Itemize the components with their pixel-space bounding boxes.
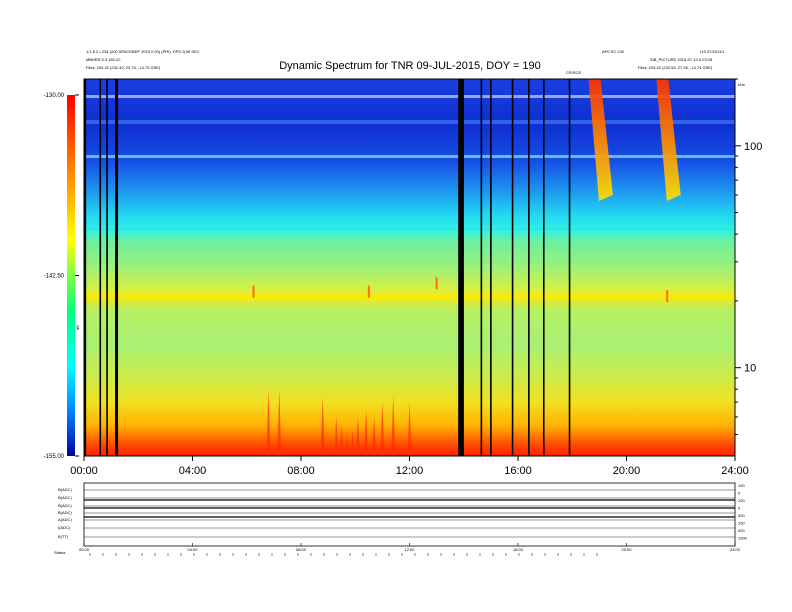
- data-gap: [84, 79, 87, 456]
- radio-burst: [588, 79, 613, 202]
- data-gaps: [84, 79, 571, 456]
- activity-spike: [380, 402, 385, 456]
- header-right-line1: AP0 SC 240: [602, 49, 625, 54]
- activity-spike: [372, 416, 377, 456]
- lower-row-label: I(ADC): [58, 525, 71, 530]
- x-tick-label: 04:00: [179, 465, 207, 477]
- spectrogram: [83, 78, 736, 457]
- lower-right-tick: 100: [738, 483, 745, 488]
- lower-panel-rows: B(ADC) B(ADC) B(ADC) B(ADC) A(ADC) I(ADC) B(TT…: [58, 483, 748, 541]
- chart-title: Dynamic Spectrum for TNR 09-JUL-2015, DO…: [279, 60, 541, 72]
- lower-row-label: B(ADC): [58, 510, 72, 515]
- data-gap: [511, 79, 514, 456]
- lower-row-label: B(TT): [58, 534, 69, 539]
- lower-right-tick: 100: [738, 498, 745, 503]
- x-tick-label: 20:00: [613, 465, 641, 477]
- unit-label: kHz: [738, 82, 745, 87]
- x-axis: 00:00 04:00 08:00 12:00 16:00 20:00 24:00: [70, 456, 749, 477]
- activity-tufts: [252, 277, 669, 456]
- band-line: [84, 305, 735, 308]
- lower-row-label: B(ADC): [58, 495, 72, 500]
- lower-x-tick-label: 24:00: [730, 547, 741, 552]
- header-right-line2: LIS 07/2011/1: [700, 49, 725, 54]
- status-marks: [89, 553, 598, 556]
- data-gap: [528, 79, 530, 456]
- activity-spike: [364, 409, 369, 456]
- x-tick-label: 24:00: [721, 465, 749, 477]
- data-gap: [490, 79, 492, 456]
- spectrum-background: [84, 79, 735, 456]
- colorbar-tick-label: -130.00: [44, 93, 65, 99]
- activity-spike: [355, 416, 360, 456]
- data-gap: [115, 79, 119, 456]
- x-tick-label: 08:00: [287, 465, 315, 477]
- x-tick-label: 16:00: [504, 465, 532, 477]
- activity-spike: [277, 389, 282, 456]
- activity-spike: [407, 402, 412, 456]
- lower-x-tick-label: 00:00: [79, 547, 90, 552]
- lower-row-label: B(ADC): [58, 487, 72, 492]
- y-tick-label: 100: [744, 141, 762, 153]
- lower-right-tick: 0: [738, 491, 741, 496]
- data-gap: [458, 79, 462, 456]
- y-tick-label: 10: [744, 363, 756, 375]
- activity-spike: [345, 434, 350, 456]
- status-label: Status: [54, 550, 65, 555]
- colorbar-label: dB: [75, 325, 80, 330]
- marker-label: CR/SCE: [566, 70, 581, 75]
- lower-right-tick: 1000: [738, 536, 748, 541]
- header-right-line3: SIB_PICTURE 2015-07-10 0:23:28: [650, 57, 713, 62]
- lower-row-label: B(ADC): [58, 503, 72, 508]
- colorbar-tick-label: -155.00: [44, 454, 65, 460]
- activity-spike: [350, 430, 355, 456]
- band-line: [84, 228, 735, 230]
- activity-spike: [339, 425, 344, 456]
- header-left-line1: 1:1 8.2 • 234 (200 SPACEBEP 2023 0 00) (…: [86, 49, 200, 54]
- lower-right-tick: 000: [738, 513, 745, 518]
- lower-right-tick: 0: [738, 506, 741, 511]
- lower-right-tick: 000: [738, 528, 745, 533]
- activity-spike: [334, 416, 339, 456]
- header-left-line3: Files: 204.32 (232.40, 23.76, -14.79 GSE…: [86, 65, 161, 70]
- activity-spike: [320, 395, 325, 456]
- activity-spike: [435, 277, 438, 290]
- lower-right-tick: 100: [738, 521, 745, 526]
- y-axis: 10 100: [735, 78, 762, 435]
- lower-x-tick-label: 20:00: [621, 547, 632, 552]
- band-line: [84, 120, 735, 124]
- data-gap: [99, 79, 102, 456]
- colorbar-ticks: -130.00 -142.50 -155.00: [44, 93, 79, 460]
- data-gap: [568, 79, 571, 456]
- header-right-line4: Files: 203.42 (232.53, 27.26, -14.74 GSE…: [638, 65, 713, 70]
- header-left-line2: MBHRS 5.3 ±50.22: [86, 57, 121, 62]
- activity-spike: [252, 285, 255, 298]
- lower-x-tick-label: 12:00: [404, 547, 415, 552]
- x-tick-label: 00:00: [70, 465, 98, 477]
- lower-panels: B(ADC) B(ADC) B(ADC) B(ADC) A(ADC) I(ADC) B(TT…: [54, 482, 748, 556]
- data-gap: [480, 79, 483, 456]
- lower-x-tick-label: 16:00: [513, 547, 524, 552]
- band-line: [84, 95, 735, 98]
- x-tick-label: 12:00: [396, 465, 424, 477]
- lower-x-tick-label: 04:00: [187, 547, 198, 552]
- colorbar-tick-label: -142.50: [44, 274, 65, 280]
- lower-row-label: A(ADC): [58, 517, 72, 522]
- data-gap: [542, 79, 545, 456]
- radio-bursts: [588, 79, 681, 202]
- lower-x-axis: 00:00 04:00 08:00 12:00 16:00 20:00 24:00: [79, 543, 741, 552]
- lower-x-tick-label: 08:00: [296, 547, 307, 552]
- activity-spike: [391, 395, 396, 456]
- data-gap: [106, 79, 108, 456]
- activity-spike: [666, 290, 669, 303]
- activity-spike: [367, 285, 370, 298]
- band-line: [84, 155, 735, 158]
- radio-burst: [656, 79, 681, 202]
- colorbar: [67, 95, 75, 456]
- lower-frame: [83, 482, 736, 547]
- data-gap: [460, 79, 464, 456]
- activity-spike: [266, 389, 271, 456]
